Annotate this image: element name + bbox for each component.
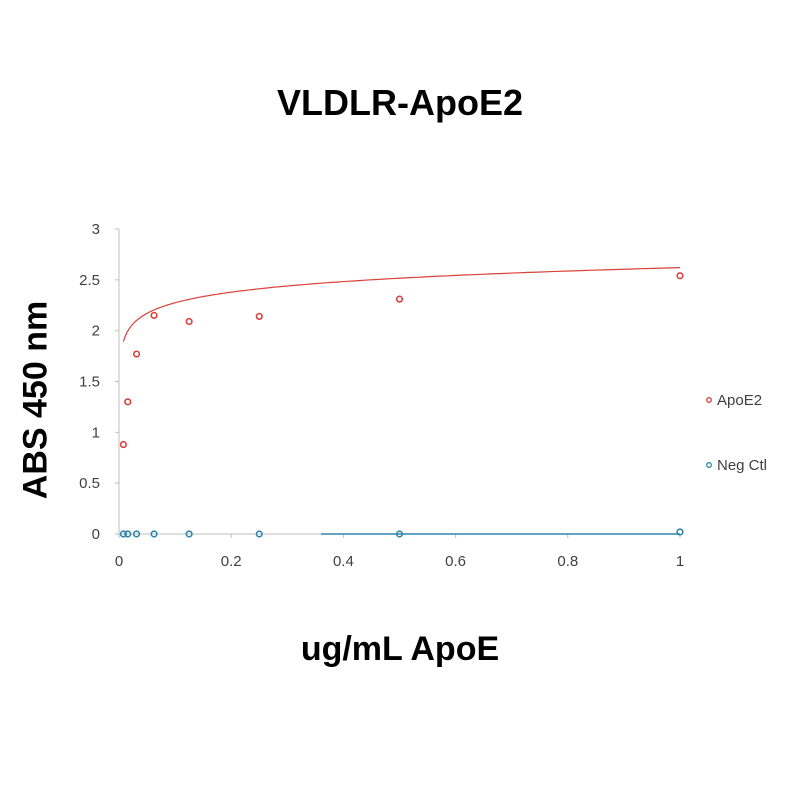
x-axis-title: ug/mL ApoE	[300, 630, 500, 668]
data-point-neg-ctl	[676, 528, 684, 536]
y-tick-label: 1	[92, 424, 100, 441]
x-tick-label: 0	[115, 553, 123, 570]
y-tick-label: 0	[92, 526, 100, 543]
y-axis-title: ABS 450 nm	[16, 300, 55, 500]
y-tick-label: 2	[92, 323, 100, 340]
legend-marker-apoe2	[706, 397, 712, 403]
x-tick-label: 0.6	[445, 553, 466, 570]
y-tick-label: 1.5	[79, 374, 100, 391]
data-point-apoe2	[395, 295, 404, 303]
axes: 0 0.5 1 1.5 2 2.5 3 0 0.2 0.4 0.6 0.8 1	[79, 221, 684, 570]
data-point-neg-ctl	[132, 530, 141, 538]
data-point-neg-ctl	[150, 530, 158, 538]
data-point-apoe2	[119, 440, 127, 449]
legend-marker-neg-ctl	[706, 462, 712, 468]
chart-title: VLDLR-ApoE2	[277, 82, 523, 123]
data-point-neg-ctl	[255, 530, 263, 538]
x-tick-label: 0.2	[221, 553, 242, 570]
x-tick-label: 0.4	[333, 553, 354, 570]
legend: ApoE2 Neg Ctl	[706, 392, 767, 474]
data-point-neg-ctl	[185, 530, 193, 538]
data-point-neg-ctl	[124, 530, 132, 538]
y-tick-label: 0.5	[79, 475, 100, 492]
data-point-apoe2	[132, 350, 141, 358]
trendline-apoe2	[122, 267, 681, 342]
legend-label: ApoE2	[717, 392, 762, 409]
legend-label: Neg Ctl	[717, 457, 767, 474]
data-point-apoe2	[676, 272, 684, 280]
y-tick-label: 3	[92, 221, 100, 238]
data-point-neg-ctl	[395, 530, 404, 538]
data-point-neg-ctl	[119, 530, 127, 538]
trendlines	[122, 267, 681, 535]
x-tick-label: 0.8	[557, 553, 578, 570]
y-tick-label: 2.5	[79, 272, 100, 289]
data-point-apoe2	[255, 312, 263, 321]
data-point-apoe2	[124, 398, 132, 406]
data-point-apoe2	[150, 311, 158, 320]
data-points	[119, 272, 684, 538]
x-tick-label: 1	[676, 553, 684, 570]
data-point-apoe2	[185, 317, 193, 326]
